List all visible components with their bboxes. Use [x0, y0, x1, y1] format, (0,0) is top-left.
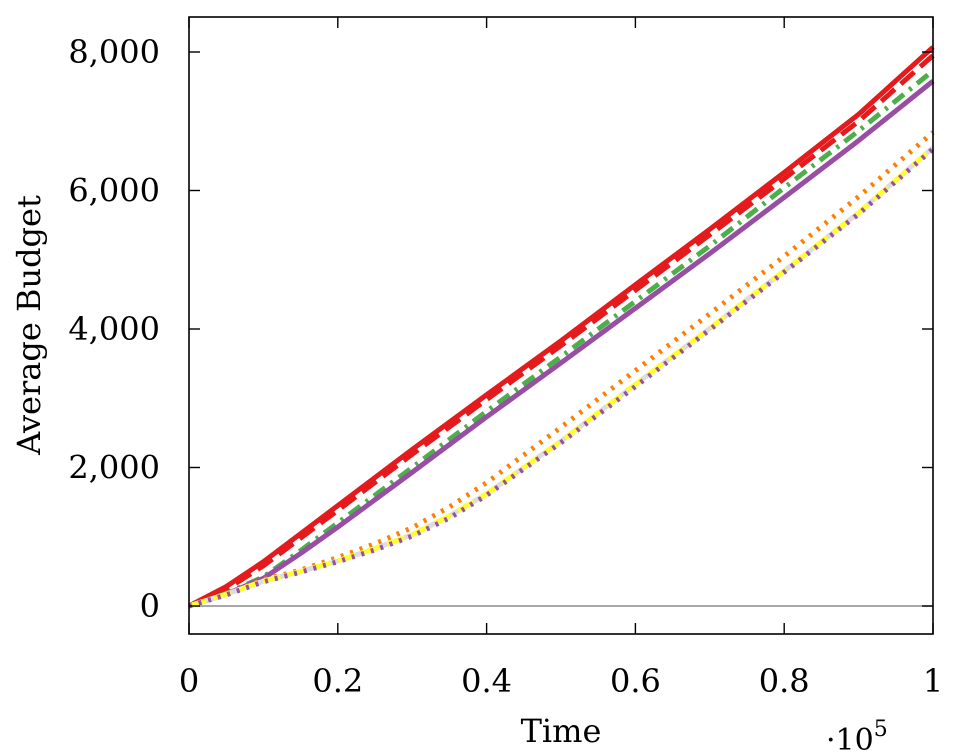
series-line-2	[187, 53, 935, 609]
y-axis-title: Average Budget	[10, 195, 48, 456]
x-tick-label: 0.8	[759, 662, 810, 700]
x-axis-title: Time	[521, 712, 602, 750]
x-scale-exponent: 5	[874, 717, 888, 742]
plot-area: 0 0.2 0.4 0.6 0.8 1 0 2,000 4,000 6,000 8,000	[68, 16, 943, 700]
plot-frame	[188, 16, 934, 635]
x-tick-label: 0.2	[312, 662, 363, 700]
y-tick-label: 2,000	[68, 449, 160, 487]
series-layer	[187, 45, 935, 609]
series-line-8	[188, 147, 935, 609]
x-scale-base: ·10	[826, 723, 874, 754]
x-scale-multiplier: ·105	[826, 717, 888, 754]
series-line-4	[188, 79, 935, 609]
series-line-1	[187, 45, 935, 609]
y-tick-label: 0	[140, 587, 160, 625]
y-tick-label: 8,000	[68, 33, 160, 71]
y-tick-label: 6,000	[68, 172, 160, 210]
x-tick-label: 0.6	[610, 662, 661, 700]
x-tick-label: 0	[179, 662, 199, 700]
x-tick-label: 0.4	[461, 662, 512, 700]
ticks-layer: 0 0.2 0.4 0.6 0.8 1 0 2,000 4,000 6,000 8,000	[68, 17, 943, 700]
y-tick-label: 4,000	[68, 310, 160, 348]
x-tick-label: 1	[923, 662, 943, 700]
